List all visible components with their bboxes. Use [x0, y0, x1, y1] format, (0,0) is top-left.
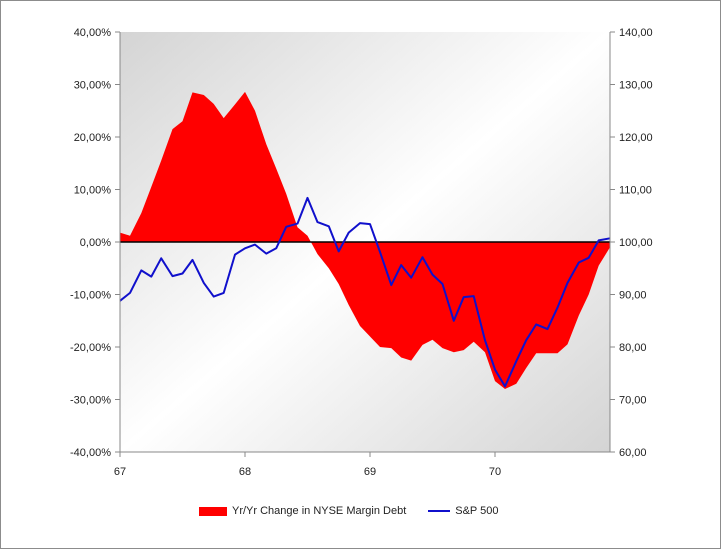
left-tick-label: 30,00% [74, 80, 112, 92]
x-tick-label: 70 [489, 466, 501, 478]
legend: Yr/Yr Change in NYSE Margin Debt S&P 500 [199, 502, 520, 520]
left-tick-label: 40,00% [74, 27, 112, 39]
left-tick-label: -30,00% [70, 395, 111, 407]
right-tick-label: 120,00 [619, 132, 653, 144]
legend-item-sp500: S&P 500 [428, 505, 498, 517]
left-tick-label: -20,00% [70, 342, 111, 354]
left-tick-label: 20,00% [74, 132, 112, 144]
right-tick-label: 70,00 [619, 395, 647, 407]
margin-debt-area [120, 91, 610, 390]
legend-swatch-line [428, 510, 451, 512]
x-tick-label: 69 [364, 466, 376, 478]
left-tick-label: 10,00% [74, 185, 112, 197]
right-tick-label: 140,00 [619, 27, 653, 39]
right-tick-label: 60,00 [619, 447, 647, 459]
legend-item-margin-debt: Yr/Yr Change in NYSE Margin Debt [199, 505, 406, 517]
x-tick-label: 68 [239, 466, 251, 478]
x-tick-label: 67 [114, 466, 126, 478]
left-tick-label: 0,00% [80, 237, 111, 249]
legend-label-sp500: S&P 500 [455, 505, 499, 517]
left-tick-label: -40,00% [70, 447, 111, 459]
right-tick-label: 110,00 [619, 185, 652, 197]
right-tick-label: 90,00 [619, 290, 647, 302]
right-tick-label: 80,00 [619, 342, 647, 354]
legend-label-margin-debt: Yr/Yr Change in NYSE Margin Debt [232, 505, 407, 517]
legend-swatch-area [199, 506, 227, 516]
left-tick-label: -10,00% [70, 290, 111, 302]
right-tick-label: 100,00 [619, 237, 653, 249]
right-tick-label: 130,00 [619, 80, 653, 92]
sp500-line [119, 196, 611, 388]
